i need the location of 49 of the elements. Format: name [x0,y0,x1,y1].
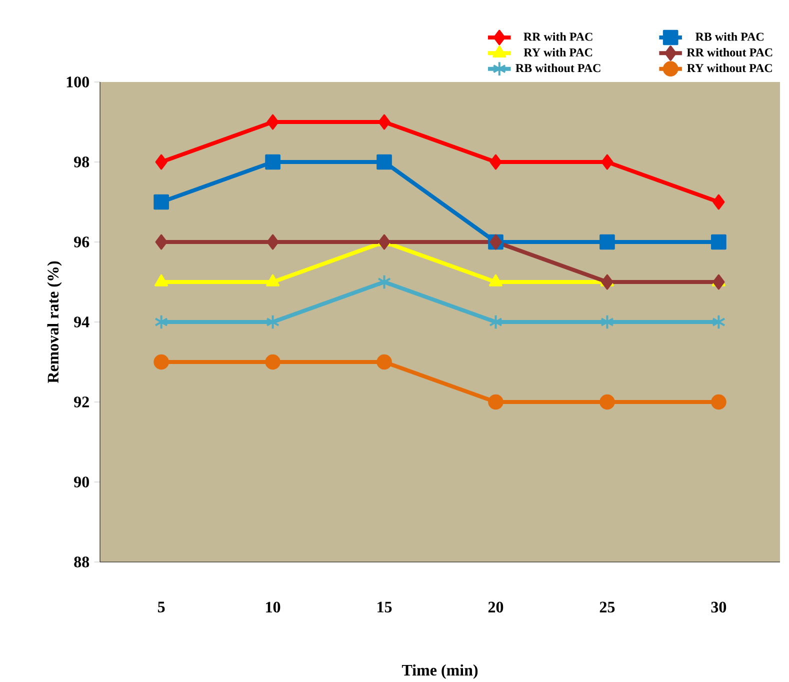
point [600,314,614,330]
point [601,274,614,290]
point [265,154,280,170]
legend-label: RY with PAC [524,48,592,56]
x-tick-label: 10 [266,602,280,613]
point [154,194,169,210]
y-tick-label: 90 [74,476,89,488]
x-tick-label: 30 [711,602,726,613]
point [600,234,615,250]
point [490,154,502,170]
point [712,274,725,290]
point [711,234,726,250]
y-tick-label: 96 [74,236,90,248]
y-axis-title: Removal rate (%) [47,261,62,384]
point [266,234,279,250]
legend-label: RR without PAC [686,48,772,56]
point [266,114,279,130]
point [265,354,280,370]
point [266,314,280,330]
x-axis-title: Time (min) [402,664,478,679]
y-tick-label: 98 [74,156,90,168]
point [488,394,504,410]
point [488,314,503,330]
legend-label: RB with PAC [696,32,764,41]
point [377,274,392,290]
y-tick-label: 94 [74,316,90,328]
point [155,154,168,170]
point [378,234,390,250]
y-tick-label: 92 [74,396,89,408]
x-tick-label: 15 [378,602,392,612]
point [376,154,392,170]
x-tick-label: 5 [158,602,165,612]
point [376,354,392,370]
point [378,114,390,130]
point [154,314,168,330]
point [712,314,726,330]
x-tick-label: 20 [488,602,504,613]
legend-label: RR with PAC [524,32,592,41]
point [711,394,726,410]
x-tick-label: 25 [600,602,615,612]
legend-label: RY without PAC [687,64,772,72]
point [154,354,169,370]
y-tick-label: 100 [66,76,89,88]
point [600,394,615,410]
point [155,234,168,250]
point [601,154,614,170]
legend-label: RB without PAC [516,64,600,72]
y-tick-label: 88 [74,556,90,568]
point [712,194,725,210]
